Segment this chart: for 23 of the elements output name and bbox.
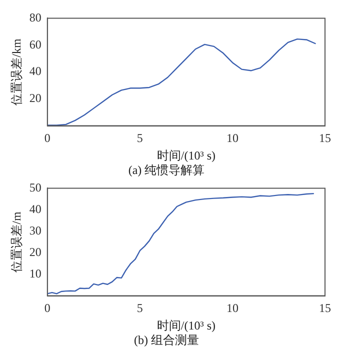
y-tick-label: 30 xyxy=(29,223,42,238)
y-tick-label: 40 xyxy=(29,202,42,216)
y-tick-label: 10 xyxy=(29,266,42,280)
x-axis-title: 时间/(10³ s) xyxy=(156,318,216,333)
y-tick-label: 40 xyxy=(29,64,42,78)
y-tick-label: 20 xyxy=(29,91,42,106)
y-axis-title: 位置误差/m xyxy=(9,211,24,272)
x-tick-label: 15 xyxy=(319,131,331,146)
y-tick-label: 60 xyxy=(29,37,42,52)
text: (a) 纯惯导解算 xyxy=(128,162,205,177)
x-axis-title: 时间/(10³ s) xyxy=(156,148,216,163)
x-tick-label: 5 xyxy=(136,131,143,146)
x-tick-label: 0 xyxy=(44,301,50,316)
y-tick-label: 80 xyxy=(29,10,42,24)
y-tick-label: 20 xyxy=(29,244,42,259)
x-tick-label: 10 xyxy=(226,131,238,146)
x-tick-label: 10 xyxy=(226,301,238,316)
text: (b) 组合测量 xyxy=(134,332,199,347)
x-tick-label: 5 xyxy=(136,301,143,316)
y-tick-label: 50 xyxy=(29,180,42,194)
x-tick-label: 15 xyxy=(319,301,331,316)
y-axis-title: 位置误差/km xyxy=(9,38,24,106)
x-tick-label: 0 xyxy=(44,131,50,146)
